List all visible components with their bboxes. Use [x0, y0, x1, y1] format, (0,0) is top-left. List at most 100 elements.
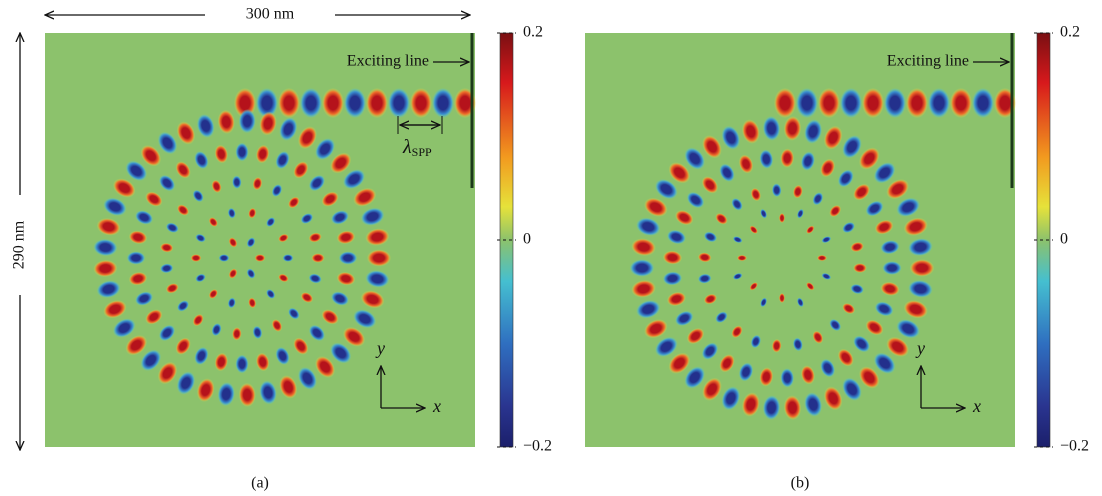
field-lobe: [145, 309, 163, 325]
field-lobe: [731, 325, 743, 338]
field-lobe: [248, 297, 257, 309]
field-lobe: [779, 213, 785, 223]
field-lobe: [719, 163, 735, 182]
field-lobe: [282, 254, 294, 262]
field-lobe: [702, 377, 722, 401]
field-lobe: [315, 138, 335, 160]
field-lobe: [246, 268, 256, 279]
field-lobe: [176, 371, 196, 395]
field-lobe: [750, 187, 761, 202]
field-lobe: [279, 117, 298, 141]
field-lobe: [812, 192, 824, 206]
field-lobe: [797, 208, 804, 219]
field-lobe: [792, 184, 803, 199]
field-lobe: [853, 183, 871, 201]
field-lobe: [823, 125, 843, 150]
field-lobe: [972, 88, 994, 118]
field-lobe: [360, 290, 385, 309]
field-lobe: [644, 319, 668, 339]
field-lobe: [950, 88, 972, 118]
field-lobe: [254, 254, 266, 262]
wavelength-label: λSPP: [402, 136, 432, 159]
wavelength-subscript: SPP: [412, 145, 432, 159]
field-lobe: [896, 319, 920, 339]
field-lobe: [842, 135, 862, 159]
field-lobe: [235, 354, 249, 374]
field-lobe: [818, 88, 840, 118]
field-lobe: [238, 382, 256, 407]
field-lobe: [113, 318, 136, 338]
field-lobe: [686, 327, 705, 345]
field-lobe: [842, 377, 862, 401]
field-lobe: [862, 88, 884, 118]
field-lobe: [195, 233, 206, 243]
field-lobe: [175, 337, 191, 355]
field-lobe: [266, 217, 276, 227]
field-lobe: [300, 292, 314, 303]
field-lobe: [266, 289, 276, 299]
field-lobe: [175, 161, 191, 179]
field-lobe: [360, 207, 385, 226]
field-lobe: [366, 88, 388, 118]
field-lobe: [227, 207, 236, 219]
field-lobe: [882, 261, 902, 275]
field-lobe: [278, 233, 289, 243]
field-lobe: [774, 88, 796, 118]
field-lobe: [631, 280, 656, 298]
field-lobe: [629, 259, 655, 277]
field-lobe: [853, 263, 867, 273]
field-lobe: [278, 88, 300, 118]
field-lobe: [886, 179, 909, 200]
field-lobe: [217, 109, 235, 134]
field-lobe: [300, 213, 314, 224]
axis-label: x: [972, 396, 981, 416]
field-lobe: [211, 179, 222, 193]
field-lobe: [662, 271, 683, 286]
field-lobe: [701, 342, 719, 360]
field-lobe: [823, 386, 843, 411]
field-lobe: [96, 280, 121, 298]
field-lobe: [797, 297, 804, 308]
field-lobe: [896, 197, 920, 217]
field-lobe: [96, 218, 121, 236]
field-lobe: [644, 197, 668, 217]
field-lobe: [762, 395, 781, 420]
field-lobe: [190, 254, 202, 262]
axis-label: y: [915, 338, 925, 358]
field-lobe: [880, 240, 900, 255]
colorbar-tick-label: 0.2: [523, 24, 543, 41]
field-lobe: [703, 293, 718, 305]
field-lobe: [135, 291, 154, 306]
field-lobe: [675, 310, 694, 326]
field-lobe: [271, 319, 283, 332]
field-lobe: [321, 191, 339, 207]
field-lobe: [208, 289, 218, 299]
field-lobe: [880, 281, 900, 296]
field-lobe: [806, 225, 815, 234]
field-lobe: [330, 291, 349, 306]
field-lobe: [343, 169, 366, 189]
field-lobe: [140, 145, 162, 167]
field-lobe: [311, 253, 325, 263]
field-lobe: [675, 210, 694, 226]
field-lobe: [330, 210, 349, 225]
field-lobe: [128, 230, 148, 245]
colorbar-tick-label: 0: [1060, 231, 1068, 248]
wavelength-symbol: λ: [402, 136, 412, 158]
field-lobe: [293, 337, 309, 355]
field-lobe: [160, 242, 174, 253]
field-lobe: [157, 361, 178, 385]
field-lobe: [192, 314, 204, 327]
field-lobe: [300, 88, 322, 118]
field-lobe: [322, 88, 344, 118]
field-lobe: [697, 252, 712, 263]
field-lobe: [804, 392, 823, 417]
field-lobe: [762, 116, 781, 141]
panel-label: (b): [791, 475, 810, 492]
field-lobe: [367, 249, 391, 267]
field-lobe: [701, 176, 719, 194]
field-lobe: [715, 213, 728, 225]
field-lobe: [783, 395, 802, 420]
field-lobe: [697, 273, 712, 284]
